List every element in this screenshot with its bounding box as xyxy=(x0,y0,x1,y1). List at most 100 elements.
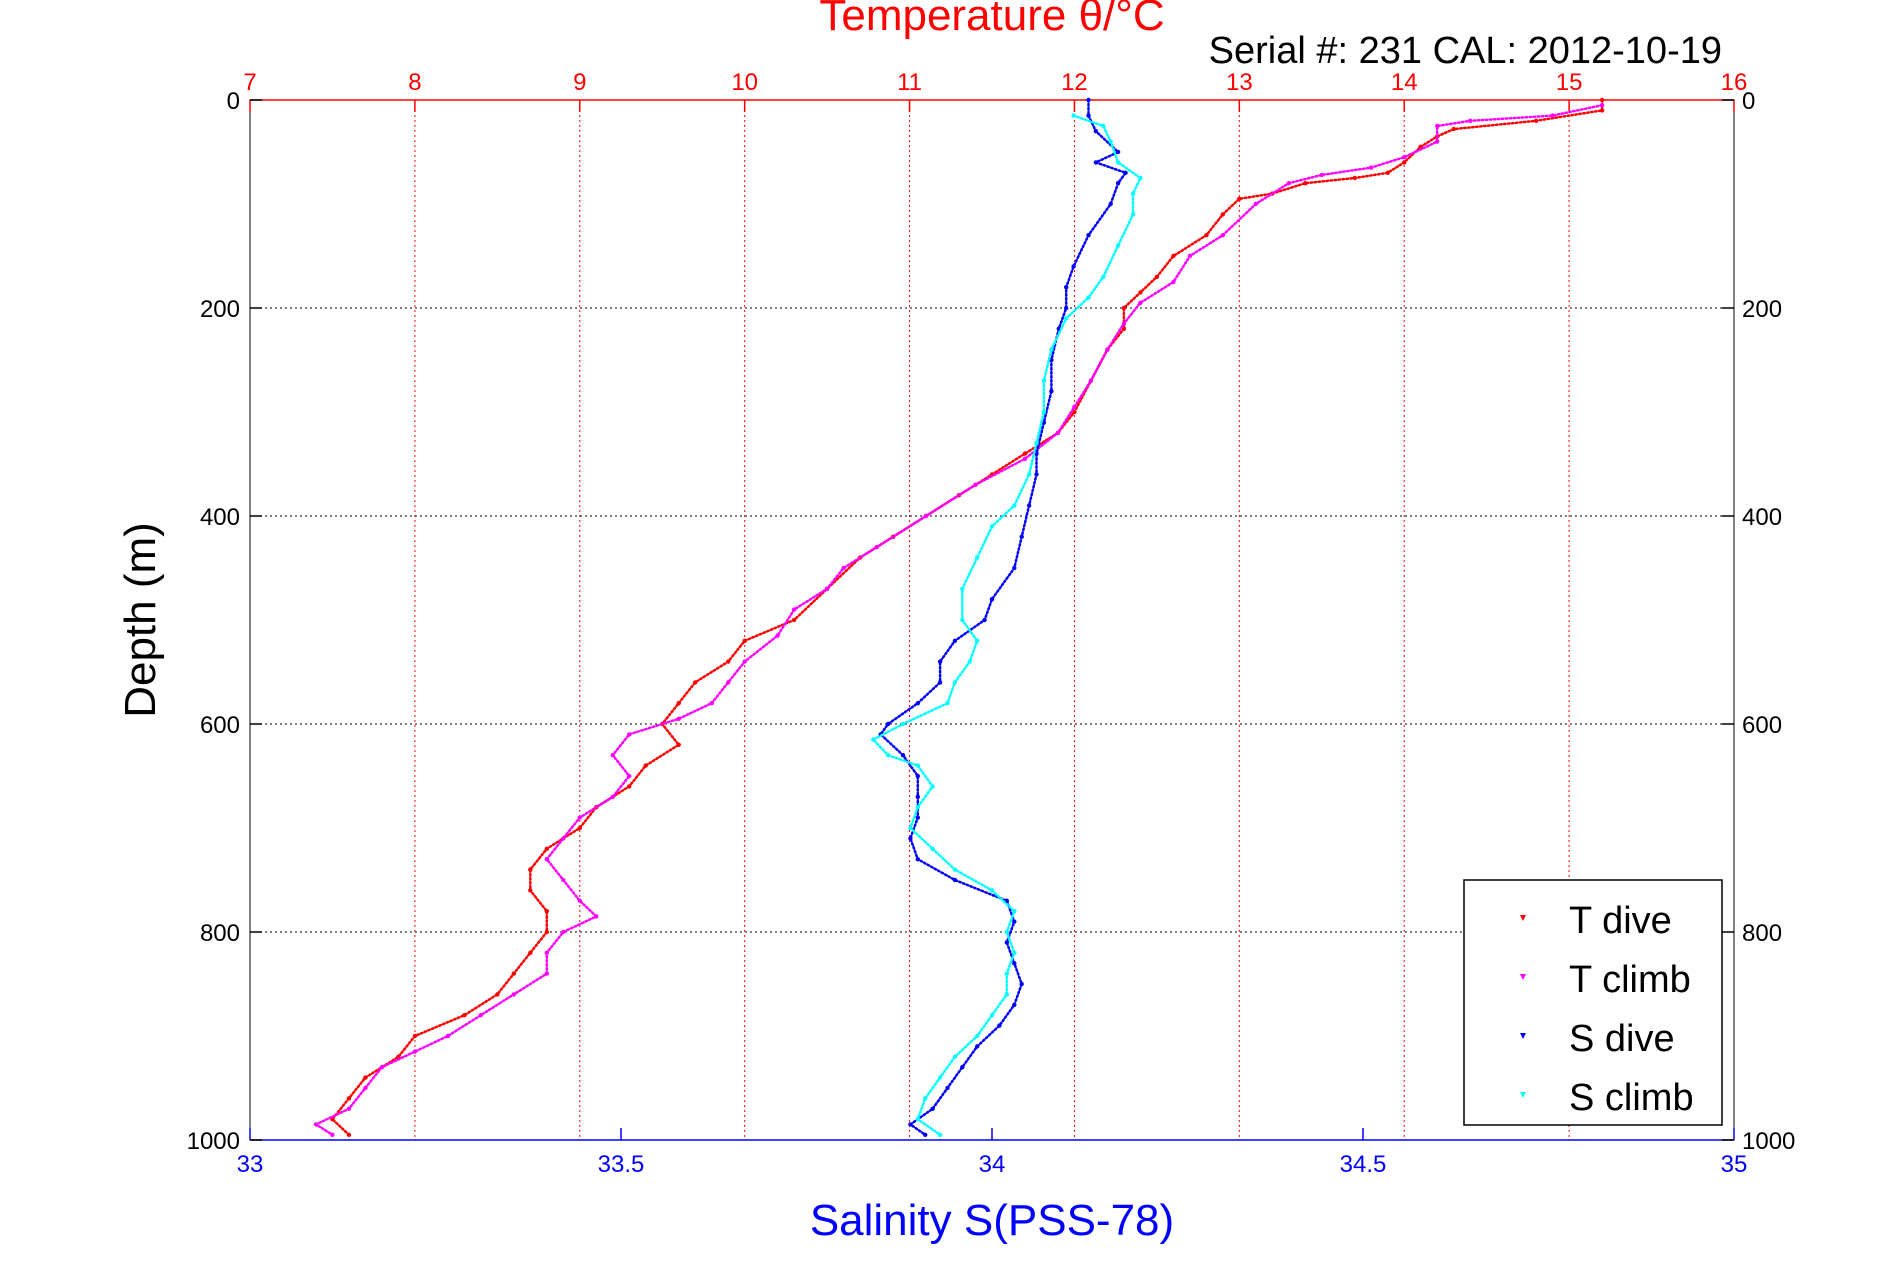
data-point xyxy=(975,1044,980,1049)
legend-label: T dive xyxy=(1569,900,1672,942)
data-point xyxy=(874,545,879,550)
data-point xyxy=(1319,172,1325,178)
data-point xyxy=(989,524,995,529)
data-point xyxy=(1012,919,1017,924)
data-point xyxy=(960,617,965,623)
data-point xyxy=(1253,201,1259,207)
data-point xyxy=(379,1065,385,1070)
data-point xyxy=(1034,441,1039,446)
data-point xyxy=(900,753,906,758)
data-point xyxy=(930,784,935,789)
data-point xyxy=(1071,113,1076,118)
legend-marker xyxy=(1520,974,1526,980)
data-point xyxy=(412,1033,418,1039)
data-point xyxy=(627,732,632,737)
data-point xyxy=(1055,430,1061,435)
data-point xyxy=(1533,118,1539,124)
data-point xyxy=(1115,149,1121,155)
data-point xyxy=(577,815,582,820)
data-point xyxy=(1101,274,1106,279)
series-t-climb xyxy=(313,103,1605,1138)
data-point xyxy=(511,971,516,976)
data-point xyxy=(1012,503,1017,508)
data-point xyxy=(726,680,731,685)
data-point xyxy=(346,1096,352,1101)
data-point xyxy=(1105,347,1110,352)
data-point xyxy=(1049,347,1054,352)
data-point xyxy=(742,638,747,643)
data-point xyxy=(1435,139,1440,144)
data-point xyxy=(937,659,943,664)
data-point xyxy=(1121,321,1127,326)
data-point xyxy=(610,794,615,799)
data-point xyxy=(1121,305,1127,311)
data-point xyxy=(937,1132,943,1138)
data-point xyxy=(445,1033,451,1039)
data-point xyxy=(923,513,929,519)
legend-marker xyxy=(1520,1092,1526,1098)
data-point xyxy=(952,638,958,643)
data-point xyxy=(1022,456,1028,461)
data-point xyxy=(1204,233,1209,238)
top-tick-label: 11 xyxy=(897,69,922,96)
data-point xyxy=(561,929,566,935)
legend-marker xyxy=(1520,1033,1526,1039)
left-tick-label: 0 xyxy=(227,88,240,115)
data-point xyxy=(1369,165,1374,170)
legend-box xyxy=(1463,879,1723,1126)
data-point xyxy=(1019,534,1024,539)
right-tick-label: 400 xyxy=(1742,504,1782,531)
left-tick-label: 200 xyxy=(200,296,240,323)
data-point xyxy=(346,1132,352,1138)
data-point xyxy=(923,1096,928,1101)
data-point xyxy=(960,1065,965,1070)
top-tick-label: 13 xyxy=(1226,69,1253,96)
left-tick-label: 800 xyxy=(200,920,240,947)
series-s-dive xyxy=(878,97,1128,1138)
data-point xyxy=(989,888,995,893)
data-point xyxy=(1072,404,1077,409)
data-point xyxy=(627,784,632,789)
data-point xyxy=(1352,175,1358,181)
data-series xyxy=(313,97,1605,1138)
series-s-climb xyxy=(871,113,1143,1138)
data-point xyxy=(544,909,549,914)
data-point xyxy=(643,763,648,768)
data-point xyxy=(1138,300,1143,305)
top-tick-label: 10 xyxy=(731,69,758,96)
data-point xyxy=(908,836,913,841)
chart-title: Temperature θ/°C xyxy=(819,0,1164,40)
data-point xyxy=(1468,118,1473,124)
right-tick-label: 800 xyxy=(1742,920,1782,947)
data-point xyxy=(989,597,995,602)
bottom-tick-label: 35 xyxy=(1721,1151,1748,1178)
data-point xyxy=(1072,409,1077,415)
data-point xyxy=(1004,929,1009,935)
data-point xyxy=(900,721,906,727)
right-tick-label: 200 xyxy=(1742,296,1782,323)
top-tick-label: 12 xyxy=(1061,69,1088,96)
data-point xyxy=(945,701,950,706)
data-point xyxy=(1154,274,1160,279)
data-point xyxy=(676,742,681,747)
data-point xyxy=(952,867,958,872)
data-point xyxy=(1049,389,1054,394)
bottom-tick-label: 33 xyxy=(237,1151,264,1178)
data-point xyxy=(544,929,549,935)
data-point xyxy=(1041,378,1047,383)
data-point xyxy=(1138,175,1143,181)
data-point xyxy=(973,482,978,487)
data-point xyxy=(923,1132,928,1138)
data-point xyxy=(915,794,920,799)
right-tick-label: 600 xyxy=(1742,712,1782,739)
data-point xyxy=(544,971,549,976)
data-point xyxy=(1402,155,1407,160)
data-point xyxy=(1435,123,1440,129)
data-point xyxy=(1286,181,1292,186)
data-point xyxy=(1115,243,1121,248)
data-point xyxy=(1171,279,1176,285)
data-point xyxy=(1402,160,1407,165)
data-point xyxy=(1086,233,1091,238)
data-point xyxy=(1086,97,1091,103)
data-point xyxy=(676,716,681,721)
